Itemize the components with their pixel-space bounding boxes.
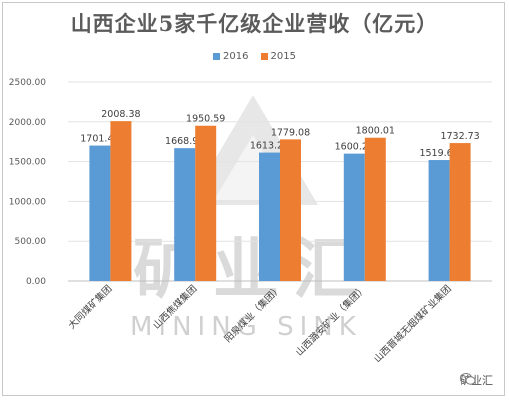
bar-2016 <box>428 160 450 281</box>
legend-item-2015: 2015 <box>260 51 296 62</box>
bar-2015 <box>364 137 386 281</box>
wechat-icon <box>460 373 476 385</box>
watermark-chinese: 矿业汇 <box>133 231 373 308</box>
y-tick-label: 500.00 <box>15 237 47 247</box>
y-tick-label: 1500.00 <box>9 158 46 168</box>
data-label: 1732.73 <box>440 131 479 142</box>
bar-2015 <box>110 121 132 281</box>
data-label: 1600.20 <box>335 142 374 153</box>
data-label: 1701.42 <box>80 134 119 145</box>
legend-swatch-2015 <box>260 53 268 60</box>
chart-frame <box>2 2 505 396</box>
bar-2016 <box>343 153 365 281</box>
bar-2016 <box>89 145 111 281</box>
watermark-text: MINING SINK <box>130 312 362 342</box>
y-tick-label: 1000.00 <box>9 197 46 207</box>
bar-2015 <box>449 143 471 281</box>
data-label: 1519.64 <box>419 148 458 159</box>
legend-label-2015: 2015 <box>270 51 296 62</box>
x-tick-label: 山西晋城无烟煤矿业集团 <box>371 283 453 365</box>
legend-item-2016: 2016 <box>213 51 249 62</box>
data-label: 2008.38 <box>101 109 140 120</box>
bar-2016 <box>174 148 196 281</box>
bar-2016 <box>259 152 280 281</box>
y-tick-label: 2500.00 <box>9 78 46 88</box>
data-label: 1800.01 <box>356 126 395 137</box>
wechat-account: 矿业汇 <box>460 372 493 388</box>
data-label: 1613.28 <box>250 141 289 152</box>
data-label: 1950.59 <box>186 114 225 125</box>
bar-2015 <box>195 125 217 281</box>
legend-swatch-2016 <box>213 53 221 60</box>
y-tick-label: 2000.00 <box>9 118 46 128</box>
data-label: 1668.97 <box>165 136 204 147</box>
chart-title: 山西企业5家千亿级企业营收（亿元） <box>70 11 439 36</box>
y-tick-label: 0.00 <box>26 277 46 287</box>
legend-label-2016: 2016 <box>223 51 249 62</box>
x-tick-label: 大同煤矿集团 <box>66 283 115 332</box>
data-label: 1779.08 <box>271 127 310 138</box>
bar-2015 <box>280 139 301 281</box>
chart-legend: 2016 2015 <box>0 51 509 62</box>
